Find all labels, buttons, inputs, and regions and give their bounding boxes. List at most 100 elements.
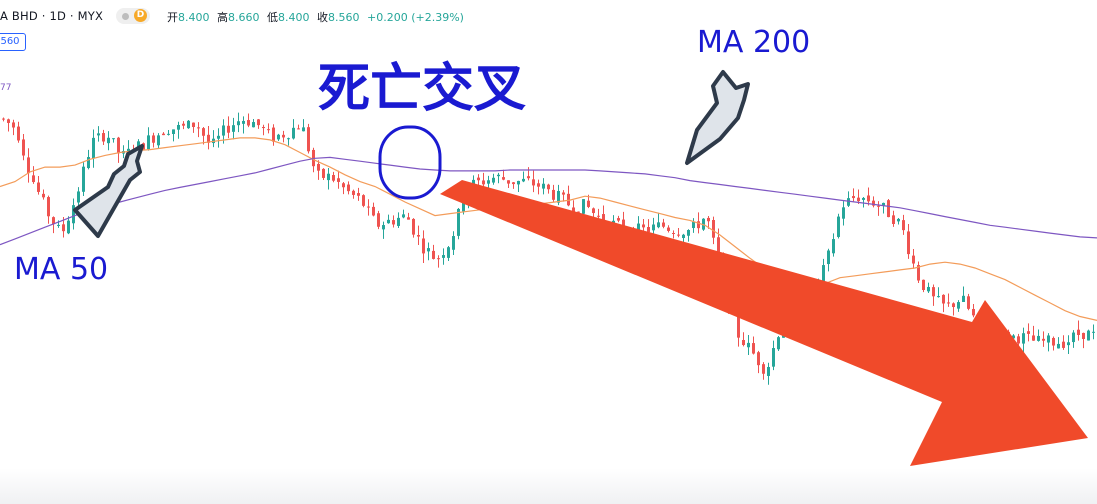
candle-body	[1042, 338, 1045, 341]
chart-header: A BHD · 1D · MYX D 开8.400 高8.660 低8.400 …	[0, 0, 1097, 32]
candle-body	[1047, 335, 1050, 343]
candle-body	[1022, 333, 1025, 344]
symbol-title[interactable]: A BHD · 1D · MYX	[0, 9, 104, 23]
candle-body	[577, 211, 580, 213]
candle-body	[1092, 331, 1095, 333]
candle-body	[187, 120, 190, 129]
candle-body	[587, 200, 590, 207]
candle-body	[547, 184, 550, 190]
candle-body	[737, 312, 740, 338]
ohlc-readout: 开8.400 高8.660 低8.400 收8.560 +0.200 (+2.3…	[167, 9, 464, 25]
ma50-line	[0, 137, 1097, 321]
candle-body	[17, 126, 20, 141]
candle-body	[1012, 335, 1015, 339]
candle-body	[602, 214, 605, 224]
delay-d-icon: D	[134, 9, 147, 22]
candle-body	[512, 182, 515, 185]
candle-body	[947, 302, 950, 304]
candle-body	[542, 183, 545, 189]
candle-body	[237, 121, 240, 126]
open-value: 8.400	[178, 11, 210, 24]
candle-body	[897, 218, 900, 222]
candle-body	[487, 180, 490, 184]
candle-body	[167, 133, 170, 135]
annotations-layer: MA 50 MA 200 死亡交叉	[14, 25, 1088, 466]
indicator-value-label: 77	[0, 83, 12, 93]
candle-body	[262, 126, 265, 129]
candle-body	[7, 119, 10, 123]
candle-body	[537, 183, 540, 187]
candle-body	[337, 178, 340, 182]
ma200-line	[0, 156, 1097, 246]
candle-body	[347, 184, 350, 192]
candle-body	[822, 265, 825, 281]
candle-body	[267, 129, 270, 131]
candle-body	[157, 135, 160, 146]
candle-body	[32, 175, 35, 183]
candle-body	[457, 208, 460, 236]
candle-body	[1072, 332, 1075, 343]
candle-body	[342, 183, 345, 188]
candle-body	[667, 227, 670, 231]
candle-body	[712, 220, 715, 238]
downtrend-arrow	[440, 180, 1088, 466]
candle-body	[227, 125, 230, 133]
candle-body	[417, 235, 420, 237]
candle-body	[322, 168, 325, 178]
candle-body	[327, 173, 330, 181]
candle-body	[382, 225, 385, 230]
candle-body	[507, 180, 510, 184]
candle-body	[1077, 329, 1080, 335]
candle-body	[332, 175, 335, 181]
candle-body	[407, 217, 410, 220]
candle-body	[827, 250, 830, 265]
candle-body	[912, 255, 915, 264]
candle-body	[677, 234, 680, 236]
candle-body	[117, 137, 120, 154]
candle-body	[757, 352, 760, 366]
candle-body	[217, 135, 220, 139]
candle-body	[702, 218, 705, 230]
candle-body	[517, 180, 520, 185]
candle-body	[582, 199, 585, 214]
candle-body	[62, 224, 65, 232]
candle-body	[867, 195, 870, 202]
candle-body	[972, 308, 975, 316]
candle-body	[2, 118, 5, 120]
candle-body	[37, 182, 40, 192]
candle-body	[377, 213, 380, 227]
candle-body	[957, 302, 960, 309]
candle-body	[687, 230, 690, 236]
candle-body	[1017, 336, 1020, 344]
candle-body	[847, 198, 850, 206]
candle-body	[182, 123, 185, 126]
candle-body	[82, 166, 85, 192]
candle-body	[197, 127, 200, 129]
data-status-badge[interactable]: D	[116, 8, 150, 24]
candle-body	[592, 208, 595, 214]
candle-body	[87, 157, 90, 169]
candle-body	[572, 207, 575, 213]
candle-body	[442, 255, 445, 258]
candle-body	[647, 227, 650, 233]
candle-body	[397, 217, 400, 226]
candle-body	[662, 222, 665, 227]
candle-body	[752, 343, 755, 354]
candle-body	[567, 193, 570, 206]
candle-body	[177, 124, 180, 130]
candle-body	[42, 193, 45, 198]
candle-body	[682, 234, 685, 239]
candle-body	[967, 296, 970, 309]
ma200-label: MA 200	[697, 25, 810, 60]
candle-body	[532, 179, 535, 186]
candle-body	[832, 239, 835, 254]
candle-body	[927, 286, 930, 292]
candle-body	[907, 231, 910, 255]
candle-body	[772, 348, 775, 367]
candle-body	[502, 177, 505, 180]
candle-body	[492, 177, 495, 183]
candle-body	[277, 134, 280, 140]
candle-body	[352, 190, 355, 195]
candle-body	[257, 119, 260, 126]
